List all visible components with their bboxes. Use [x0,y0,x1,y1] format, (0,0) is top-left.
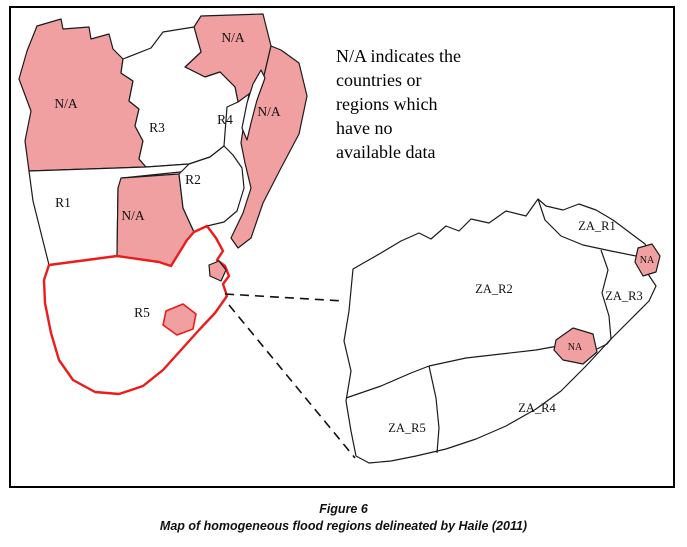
inset-region-na-central [553,327,598,365]
figure-caption: Figure 6 Map of homogeneous flood region… [0,502,687,533]
label-r4: R4 [217,112,233,127]
label-za-r3: ZA_R3 [605,289,643,303]
inset-map: ZA_R1 ZA_R2 ZA_R3 ZA_R4 ZA_R5 NA NA [343,198,661,464]
label-na-east: NA [640,255,655,266]
label-za-r4: ZA_R4 [518,401,556,415]
label-r2: R2 [185,172,201,187]
inset-region-na-east [634,243,661,277]
note-line: have no [336,118,393,138]
label-r1: R1 [55,195,71,210]
inset-boundary-r2-r4-east [594,338,612,351]
label-na-center: N/A [121,208,145,223]
inset-boundary-r5-east [428,365,440,454]
caption-text: Map of homogeneous flood regions delinea… [159,519,528,533]
label-na-topleft: N/A [54,96,78,111]
label-za-r1: ZA_R1 [578,219,616,233]
zoom-dashed-line-upper [224,293,345,302]
note-line: N/A indicates the [336,46,461,66]
note-line: available data [336,142,436,162]
note-line: regions which [336,94,438,114]
zoom-connector [224,293,356,459]
label-r3: R3 [149,120,165,135]
label-r5: R5 [134,305,150,320]
map-frame: N/A N/A N/A N/A R1 R2 R3 R4 R5 [9,6,675,488]
region-r4-sliver [241,69,266,141]
region-r2 [178,145,245,233]
region-swaziland-small [208,260,227,282]
overview-map: N/A N/A N/A N/A R1 R2 R3 R4 R5 [18,13,308,396]
label-na-central: NA [568,342,583,353]
flood-regions-map: N/A N/A N/A N/A R1 R2 R3 R4 R5 [18,13,661,464]
zoom-dashed-line-lower [228,304,356,459]
inset-boundary-r5-north [345,365,430,399]
label-za-r2: ZA_R2 [475,282,513,296]
caption-title: Figure 6 [319,502,368,516]
label-za-r5: ZA_R5 [388,421,426,435]
label-na-topmiddle: N/A [221,30,245,45]
na-note: N/A indicates the countries or regions w… [336,44,496,164]
inset-boundary-r3 [600,249,612,340]
region-na-topleft [18,18,147,172]
region-r5 [42,224,231,396]
note-line: countries or [336,70,422,90]
region-lesotho-small [162,303,197,336]
inset-boundary-r2-r4-west [428,345,559,367]
label-na-right: N/A [257,104,281,119]
